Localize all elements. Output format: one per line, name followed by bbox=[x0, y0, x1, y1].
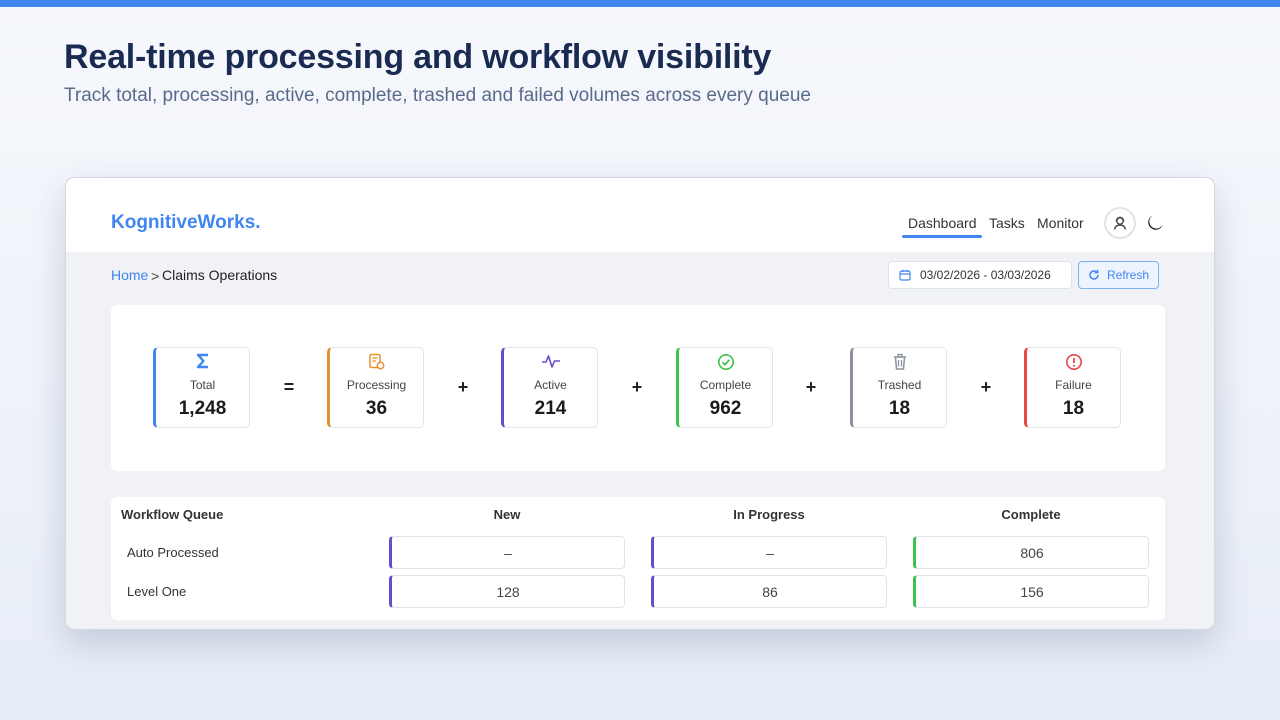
top-accent-bar bbox=[0, 0, 1280, 7]
moon-icon[interactable] bbox=[1146, 212, 1166, 232]
kpi-value: 214 bbox=[534, 398, 567, 419]
kpi-label: Complete bbox=[699, 378, 752, 392]
nav-dashboard[interactable]: Dashboard bbox=[908, 215, 977, 231]
column-header-complete: Complete bbox=[1001, 507, 1061, 522]
row-label-auto-processed: Auto Processed bbox=[127, 545, 219, 560]
kpi-card-trashed[interactable]: Trashed 18 bbox=[850, 347, 947, 428]
plus-operator: + bbox=[980, 377, 992, 397]
user-avatar-button[interactable] bbox=[1104, 207, 1136, 239]
plus-operator: + bbox=[457, 377, 469, 397]
user-avatar-icon bbox=[1113, 216, 1127, 230]
page-subtitle: Track total, processing, active, complet… bbox=[64, 85, 812, 106]
kpi-label: Active bbox=[534, 378, 567, 392]
alert-circle-icon bbox=[1065, 354, 1082, 370]
sigma-icon bbox=[196, 353, 208, 369]
column-header-in-progress: In Progress bbox=[733, 507, 805, 522]
table-cell-new[interactable]: – bbox=[389, 536, 625, 569]
kpi-value: 18 bbox=[1062, 398, 1085, 419]
kpi-value: 1,248 bbox=[178, 398, 227, 419]
page-title: Real-time processing and workflow visibi… bbox=[64, 38, 772, 76]
app-header: KognitiveWorks. Dashboard Tasks Monitor bbox=[66, 178, 1214, 252]
kpi-card-active[interactable]: Active 214 bbox=[501, 347, 598, 428]
trash-icon bbox=[893, 353, 906, 370]
app-logo[interactable]: KognitiveWorks. bbox=[111, 212, 261, 233]
row-label-level-one: Level One bbox=[127, 584, 187, 599]
pulse-icon bbox=[541, 355, 560, 368]
kpi-panel: Total 1,248 = Processing 36 + bbox=[111, 305, 1165, 471]
app-window: KognitiveWorks. Dashboard Tasks Monitor … bbox=[65, 177, 1215, 630]
plus-operator: + bbox=[631, 377, 643, 397]
table-cell-in-progress[interactable]: 86 bbox=[651, 575, 887, 608]
kpi-value: 36 bbox=[365, 398, 388, 419]
table-cell-in-progress[interactable]: – bbox=[651, 536, 887, 569]
document-gear-icon bbox=[368, 353, 384, 370]
kpi-label: Failure bbox=[1055, 378, 1092, 392]
nav-tasks[interactable]: Tasks bbox=[989, 215, 1025, 231]
plus-operator: + bbox=[805, 377, 817, 397]
breadcrumb-separator: > bbox=[151, 268, 160, 284]
table-cell-complete[interactable]: 156 bbox=[913, 575, 1149, 608]
refresh-button[interactable]: Refresh bbox=[1078, 261, 1159, 289]
kpi-card-total[interactable]: Total 1,248 bbox=[153, 347, 250, 428]
date-range-value: 03/02/2026 - 03/03/2026 bbox=[920, 268, 1051, 282]
breadcrumb-current: Claims Operations bbox=[162, 267, 278, 283]
kpi-label: Total bbox=[189, 378, 216, 392]
date-range-picker[interactable]: 03/02/2026 - 03/03/2026 bbox=[888, 261, 1072, 289]
refresh-icon bbox=[1089, 269, 1099, 280]
kpi-label: Processing bbox=[346, 378, 407, 392]
equals-operator: = bbox=[283, 377, 295, 397]
table-cell-complete[interactable]: 806 bbox=[913, 536, 1149, 569]
nav-monitor[interactable]: Monitor bbox=[1037, 215, 1084, 231]
kpi-card-processing[interactable]: Processing 36 bbox=[327, 347, 424, 428]
kpi-card-complete[interactable]: Complete 962 bbox=[676, 347, 773, 428]
column-header-queue: Workflow Queue bbox=[121, 507, 224, 522]
check-circle-icon bbox=[717, 354, 734, 370]
table-cell-new[interactable]: 128 bbox=[389, 575, 625, 608]
kpi-value: 18 bbox=[888, 398, 911, 419]
column-header-new: New bbox=[493, 507, 521, 522]
refresh-label: Refresh bbox=[1106, 268, 1150, 282]
nav-active-indicator bbox=[902, 235, 982, 238]
calendar-icon bbox=[899, 269, 911, 281]
kpi-card-failure[interactable]: Failure 18 bbox=[1024, 347, 1121, 428]
workflow-queue-table: Workflow Queue New In Progress Complete … bbox=[111, 497, 1165, 620]
kpi-value: 962 bbox=[709, 398, 742, 419]
kpi-label: Trashed bbox=[877, 378, 922, 392]
breadcrumb-home[interactable]: Home bbox=[111, 267, 149, 283]
